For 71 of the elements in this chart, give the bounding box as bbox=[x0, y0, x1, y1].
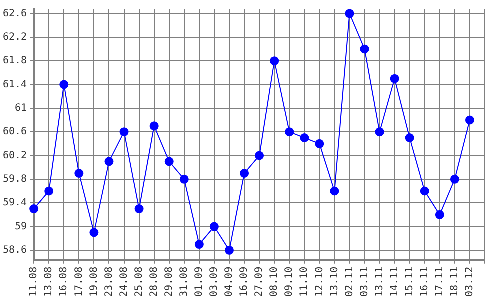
point bbox=[300, 134, 310, 142]
x-tick-label: 19.08 bbox=[88, 266, 100, 298]
point bbox=[74, 169, 84, 178]
x-tick-label: 27.09 bbox=[254, 266, 266, 298]
point bbox=[164, 157, 174, 166]
x-tick-label: 17.11 bbox=[434, 266, 446, 298]
point bbox=[405, 134, 414, 142]
x-tick-label: 03.12 bbox=[464, 266, 476, 298]
y-tick-label: 62.6 bbox=[2, 8, 28, 20]
x-tick-label: 11.10 bbox=[299, 266, 310, 298]
y-tick-label: 58.6 bbox=[2, 245, 28, 256]
point bbox=[134, 204, 144, 214]
x-tick-label: 13.08 bbox=[44, 266, 55, 298]
point bbox=[30, 204, 39, 214]
point bbox=[465, 116, 474, 125]
x-tick-label: 04.09 bbox=[224, 266, 236, 298]
x-tick-label: 29.08 bbox=[164, 266, 175, 298]
point bbox=[270, 56, 280, 66]
y-tick-label: 60.6 bbox=[2, 126, 28, 138]
point bbox=[44, 186, 54, 196]
x-tick-label: 18.11 bbox=[450, 266, 461, 298]
point bbox=[180, 174, 189, 184]
y-tick-label: 62.2 bbox=[2, 32, 28, 43]
x-tick-label: 12.10 bbox=[314, 266, 326, 298]
y-tick-label: 61 bbox=[15, 103, 28, 114]
point bbox=[90, 228, 99, 238]
point bbox=[390, 74, 400, 84]
y-tick-label: 61.8 bbox=[2, 56, 28, 67]
x-tick-label: 14.11 bbox=[389, 266, 400, 298]
point bbox=[435, 210, 444, 220]
point bbox=[255, 151, 264, 160]
point bbox=[360, 44, 370, 54]
x-tick-label: 09.10 bbox=[284, 266, 296, 298]
x-tick-label: 02.11 bbox=[344, 266, 356, 298]
point bbox=[450, 174, 460, 184]
point bbox=[345, 9, 354, 18]
x-tick-label: 15.11 bbox=[404, 266, 416, 298]
point bbox=[285, 128, 294, 137]
y-tick-label: 61.4 bbox=[2, 79, 28, 90]
x-tick-label: 13.10 bbox=[329, 266, 340, 298]
x-tick-label: 11.08 bbox=[28, 266, 40, 298]
point bbox=[60, 80, 69, 90]
point bbox=[224, 246, 234, 255]
point bbox=[150, 122, 159, 131]
point bbox=[120, 128, 129, 137]
x-tick-label: 23.08 bbox=[104, 266, 115, 298]
y-tick-label: 59.4 bbox=[2, 198, 28, 209]
x-tick-label: 03.09 bbox=[209, 266, 220, 298]
x-tick-label: 28.08 bbox=[148, 266, 160, 298]
x-tick-label: 13.11 bbox=[374, 266, 386, 298]
x-tick-label: 08.10 bbox=[269, 266, 280, 298]
x-tick-label: 16.11 bbox=[419, 266, 430, 298]
point bbox=[104, 157, 114, 166]
point bbox=[375, 128, 384, 137]
point bbox=[210, 222, 219, 232]
x-tick-label: 25.08 bbox=[134, 266, 145, 298]
x-tick-label: 31.08 bbox=[178, 266, 190, 298]
point bbox=[420, 186, 430, 196]
y-tick-label: 59.8 bbox=[2, 174, 28, 186]
point bbox=[330, 186, 340, 196]
x-tick-label: 24.08 bbox=[118, 266, 130, 298]
x-tick-label: 16.08 bbox=[58, 266, 70, 298]
point bbox=[240, 169, 250, 178]
point bbox=[315, 139, 324, 148]
x-tick-label: 01.09 bbox=[194, 266, 206, 298]
point bbox=[194, 240, 204, 250]
y-tick-label: 59 bbox=[15, 221, 28, 232]
x-tick-label: 03.11 bbox=[359, 266, 370, 298]
x-tick-label: 16.09 bbox=[239, 266, 250, 298]
x-tick-label: 17.08 bbox=[74, 266, 85, 298]
y-tick-label: 60.2 bbox=[2, 150, 28, 162]
